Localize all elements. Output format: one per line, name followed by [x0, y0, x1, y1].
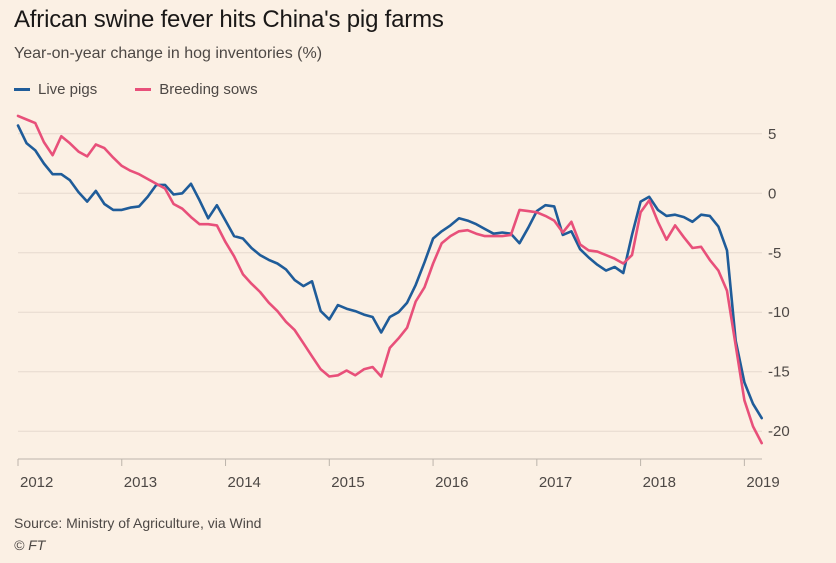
- y-tick-label: 5: [768, 126, 776, 143]
- x-tick-label: 2015: [331, 474, 364, 491]
- series-line-live-pigs: [16, 124, 764, 420]
- chart-subtitle: Year-on-year change in hog inventories (…: [14, 45, 323, 62]
- chart-legend: Live pigs Breeding sows: [14, 81, 296, 98]
- legend-swatch-live-pigs: [14, 88, 30, 91]
- source-note: Source: Ministry of Agriculture, via Win…: [14, 515, 262, 531]
- x-tick-label: 2018: [643, 474, 676, 491]
- x-tick-label: 2013: [124, 474, 157, 491]
- y-tick-label: -10: [768, 304, 790, 321]
- legend-swatch-breeding-sows: [135, 88, 152, 91]
- x-tick-label: 2012: [20, 474, 53, 491]
- x-tick-label: 2019: [746, 474, 779, 491]
- legend-label-live-pigs: Live pigs: [38, 81, 98, 98]
- ft-credit: © FT: [14, 537, 46, 553]
- legend-item-live-pigs: Live pigs: [14, 81, 97, 98]
- x-tick-label: 2014: [228, 474, 261, 491]
- y-tick-label: -15: [768, 364, 790, 381]
- x-tick-label: 2017: [539, 474, 572, 491]
- y-tick-label: 0: [768, 185, 776, 202]
- legend-item-breeding-sows: Breeding sows: [135, 81, 258, 98]
- series-line-breeding-sows: [16, 114, 764, 445]
- y-tick-label: -20: [768, 423, 790, 440]
- legend-label-breeding-sows: Breeding sows: [159, 81, 258, 98]
- chart-title: African swine fever hits China's pig far…: [14, 6, 444, 33]
- y-tick-label: -5: [768, 245, 781, 262]
- x-tick-label: 2016: [435, 474, 468, 491]
